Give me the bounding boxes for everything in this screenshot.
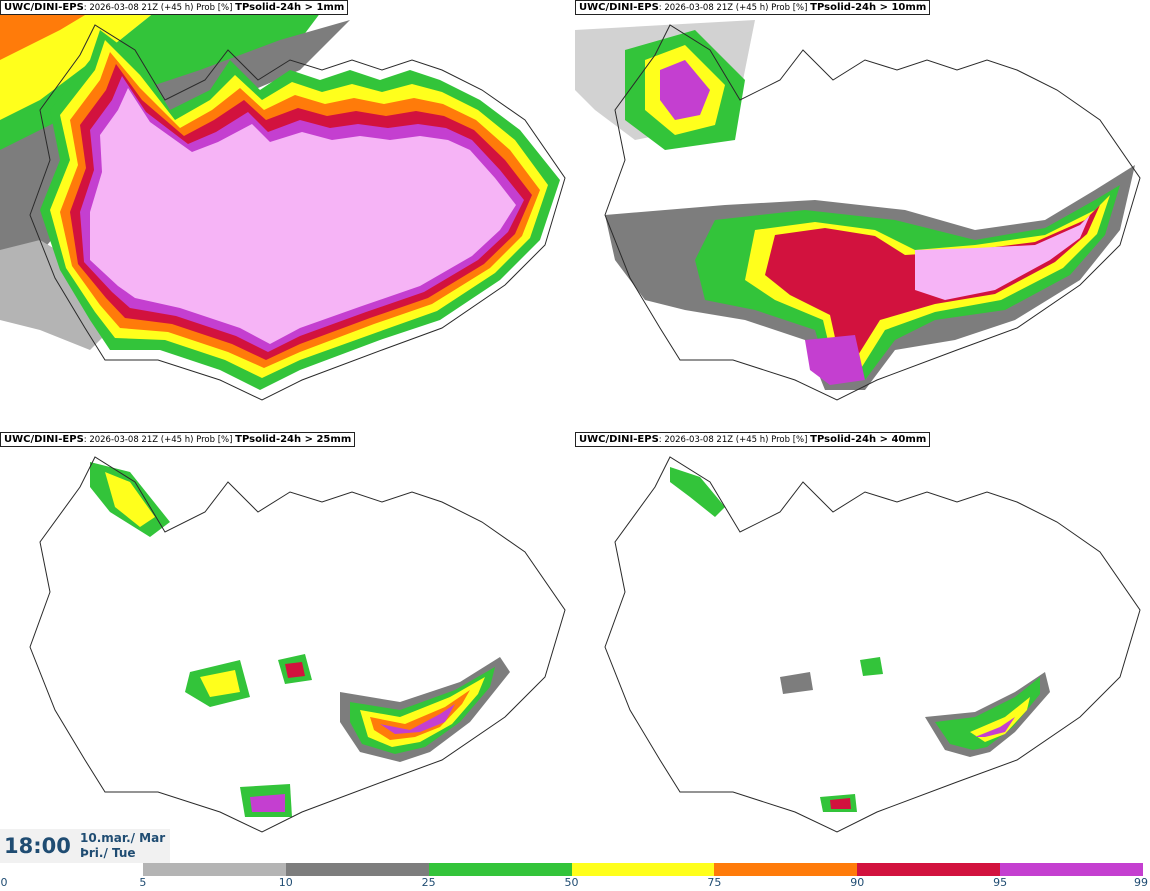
valid-weekday: Þri./ Tue <box>80 846 136 860</box>
valid-time-box: 18:00 10.mar./ Mar Þri./ Tue <box>0 829 170 863</box>
panel-title: UWC/DINI-EPS: 2026-03-08 21Z (+45 h) Pro… <box>575 432 931 447</box>
map-panel-10mm: UWC/DINI-EPS: 2026-03-08 21Z (+45 h) Pro… <box>575 0 1150 432</box>
map-panel-1mm: UWC/DINI-EPS: 2026-03-08 21Z (+45 h) Pro… <box>0 0 575 432</box>
legend-tick-label: 0 <box>0 876 8 889</box>
shade-yellow-w <box>200 670 240 697</box>
run-info: : 2026-03-08 21Z (+45 h) Prob [%] <box>83 3 236 13</box>
valid-time: 18:00 <box>4 834 71 858</box>
legend-swatch <box>142 863 286 876</box>
legend-swatch <box>571 863 715 876</box>
shade-yellow-nw <box>105 472 155 527</box>
run-info: : 2026-03-08 21Z (+45 h) Prob [%] <box>83 435 236 445</box>
color-legend: 0 5 10 25 50 75 90 95 99 <box>0 862 1150 891</box>
probability-map-1mm <box>0 0 566 401</box>
field-name: TPsolid-24h > 40mm <box>810 434 927 445</box>
legend-tick-label: 10 <box>278 876 293 889</box>
model-name: UWC/DINI-EPS <box>4 434 84 445</box>
shade-dark-grey-w <box>780 672 813 694</box>
shade-red-s <box>830 798 851 809</box>
shade-yellow-se <box>970 697 1030 742</box>
model-name: UWC/DINI-EPS <box>4 2 84 13</box>
legend-swatch <box>1000 863 1143 876</box>
legend-tick-label: 95 <box>993 876 1008 889</box>
field-name: TPsolid-24h > 25mm <box>235 434 352 445</box>
shade-pink-island <box>90 88 516 344</box>
probability-map-25mm <box>29 456 566 833</box>
coastline <box>29 24 566 401</box>
legend-swatch <box>285 863 429 876</box>
coastline <box>604 456 1141 833</box>
panel-title: UWC/DINI-EPS: 2026-03-08 21Z (+45 h) Pro… <box>0 432 356 447</box>
legend-tick-label: 90 <box>850 876 865 889</box>
field-name: TPsolid-24h > 10mm <box>810 2 927 13</box>
legend-tick-label: 25 <box>421 876 436 889</box>
shade-magenta-se <box>975 717 1015 737</box>
legend-tick-label: 75 <box>707 876 722 889</box>
probability-map-10mm <box>575 20 1141 401</box>
shade-green-c <box>860 657 883 676</box>
legend-swatch <box>714 863 858 876</box>
shade-magenta-se <box>380 704 455 734</box>
run-info: : 2026-03-08 21Z (+45 h) Prob [%] <box>658 3 811 13</box>
coastline <box>29 456 566 833</box>
coastline <box>604 24 1141 401</box>
panel-title: UWC/DINI-EPS: 2026-03-08 21Z (+45 h) Pro… <box>0 0 349 15</box>
map-panel-25mm: UWC/DINI-EPS: 2026-03-08 21Z (+45 h) Pro… <box>0 432 575 864</box>
probability-map-40mm <box>604 456 1141 833</box>
legend-swatch <box>857 863 1001 876</box>
shade-green-nw <box>670 467 725 517</box>
legend-tick-label: 5 <box>139 876 147 889</box>
field-name: TPsolid-24h > 1mm <box>235 2 345 13</box>
model-name: UWC/DINI-EPS <box>579 434 659 445</box>
shade-yellow-nw <box>0 0 170 130</box>
run-info: : 2026-03-08 21Z (+45 h) Prob [%] <box>658 435 811 445</box>
legend-tick-label: 50 <box>564 876 579 889</box>
model-name: UWC/DINI-EPS <box>579 2 659 13</box>
shade-green-se <box>935 677 1040 750</box>
shade-pink-e <box>915 215 1090 300</box>
shade-magenta-s <box>805 335 865 385</box>
legend-swatch <box>0 863 143 876</box>
shade-light-grey-w <box>0 240 120 350</box>
panel-title: UWC/DINI-EPS: 2026-03-08 21Z (+45 h) Pro… <box>575 0 931 15</box>
shade-magenta-s <box>250 794 285 812</box>
shade-red-c <box>285 662 305 678</box>
legend-swatch <box>428 863 572 876</box>
legend-tick-label: 99 <box>1134 876 1148 889</box>
shade-magenta-nw <box>660 60 710 120</box>
map-panel-40mm: UWC/DINI-EPS: 2026-03-08 21Z (+45 h) Pro… <box>575 432 1150 864</box>
valid-date: 10.mar./ Mar <box>80 831 166 845</box>
